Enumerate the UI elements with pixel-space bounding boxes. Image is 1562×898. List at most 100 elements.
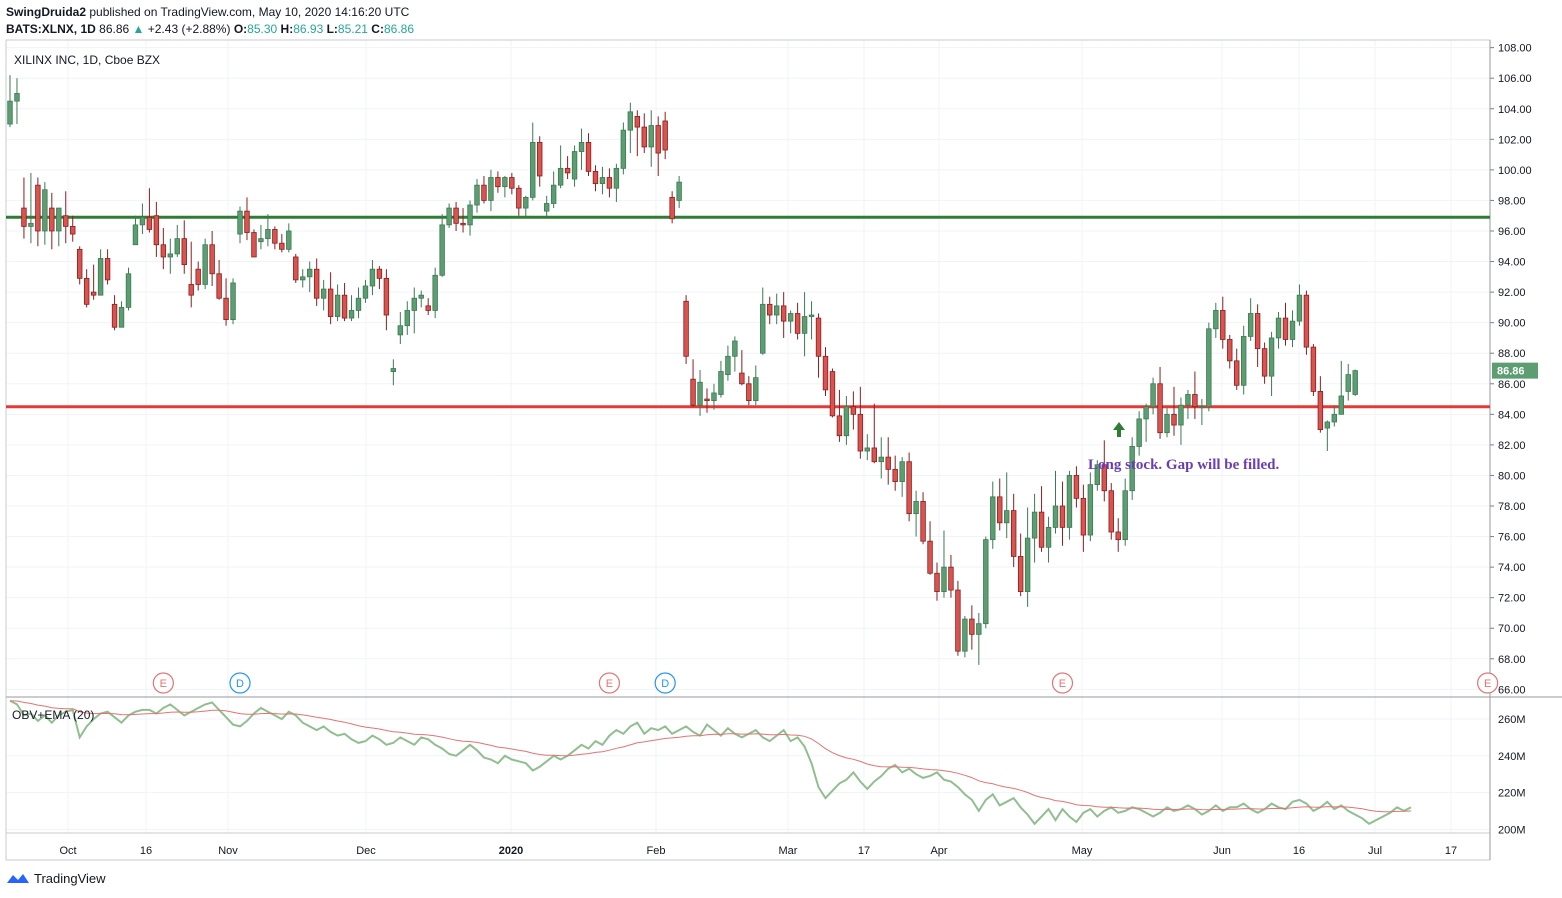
- candle-body: [990, 496, 996, 541]
- candle-body: [794, 313, 801, 334]
- x-tick-label: Nov: [218, 845, 238, 857]
- candle-body: [334, 294, 341, 317]
- candle-body: [913, 501, 919, 515]
- candle-body: [822, 355, 829, 391]
- candle-body: [530, 141, 536, 198]
- candle-body: [1101, 464, 1107, 492]
- x-tick-label: Mar: [779, 845, 798, 857]
- candle-body: [251, 232, 257, 258]
- candle-body: [1010, 510, 1017, 557]
- candle-body: [467, 204, 473, 226]
- candle-body: [627, 111, 634, 131]
- obv-tick-label: 260M: [1498, 714, 1526, 726]
- candle-body: [453, 207, 459, 224]
- candle-body: [56, 207, 62, 232]
- candle-body: [941, 566, 947, 592]
- candle-body: [181, 238, 187, 266]
- candle-body: [780, 305, 787, 322]
- candle-body: [906, 461, 912, 515]
- candle-body: [1206, 328, 1212, 408]
- candle-body: [209, 244, 215, 275]
- chart-title: XILINX INC, 1D, Cboe BZX: [14, 53, 160, 67]
- candle-body: [202, 244, 208, 285]
- candle-body: [272, 229, 278, 244]
- candle-body: [606, 177, 613, 189]
- y-tick-label: 104.00: [1498, 104, 1532, 116]
- last-price-tag-label: 86.86: [1497, 366, 1525, 378]
- candle-body: [669, 196, 675, 220]
- candle-body: [327, 288, 334, 317]
- candle-body: [425, 305, 431, 311]
- candle-body: [1317, 391, 1324, 431]
- candle-body: [885, 456, 891, 470]
- candle-body: [174, 238, 180, 255]
- candle-body: [1240, 336, 1247, 386]
- candle-body: [1289, 320, 1296, 340]
- candle-body: [1038, 511, 1045, 548]
- candle-body: [97, 258, 104, 296]
- plot-frame: [5, 39, 1491, 861]
- candle-body: [495, 177, 501, 188]
- candle-body: [502, 177, 508, 188]
- candle-body: [1157, 383, 1163, 434]
- candle-body: [1213, 310, 1219, 330]
- ema-line: [9, 700, 1412, 813]
- candle-body: [592, 170, 599, 185]
- x-tick-label: 16: [1293, 845, 1305, 857]
- candle-body: [265, 229, 271, 240]
- candle-body: [634, 115, 640, 128]
- candle-body: [411, 297, 417, 311]
- symbol-bar: BATS:XLNX, 1D 86.86 ▲ +2.43 (+2.88%) O:8…: [6, 22, 414, 36]
- candle-body: [418, 294, 424, 299]
- event-label: E: [1484, 678, 1491, 690]
- candle-body: [815, 317, 822, 357]
- candle-body: [1143, 406, 1149, 420]
- candle-body: [711, 392, 717, 401]
- candle-body: [258, 238, 264, 243]
- y-tick-label: 82.00: [1498, 440, 1526, 452]
- candle-body: [746, 383, 752, 401]
- candle-body: [77, 248, 83, 279]
- obv-title: OBV+EMA (20): [12, 708, 94, 722]
- candle-body: [857, 413, 864, 452]
- obv-tick-label: 220M: [1498, 788, 1526, 800]
- event-label: D: [236, 678, 244, 690]
- dividend-event-marker: [229, 672, 251, 694]
- candle-body: [564, 167, 571, 174]
- candle-body: [446, 207, 452, 226]
- brand-name: TradingView: [34, 871, 106, 886]
- candle-body: [139, 216, 146, 226]
- candle-body: [1122, 490, 1128, 541]
- candle-body: [934, 572, 940, 592]
- y-tick-label: 68.00: [1498, 654, 1526, 666]
- candle-body: [983, 539, 989, 625]
- candle-body: [537, 141, 543, 177]
- candle-body: [767, 303, 773, 316]
- candle-body: [920, 501, 926, 542]
- candle-body: [697, 381, 703, 406]
- candle-body: [1024, 537, 1031, 592]
- x-tick-label: Jul: [1368, 845, 1382, 857]
- candle-body: [195, 268, 201, 285]
- candle-body: [1171, 413, 1177, 426]
- candle-body: [787, 313, 794, 322]
- earnings-event-marker: [598, 672, 621, 694]
- candle-body: [550, 184, 557, 204]
- earnings-event-marker: [1477, 672, 1499, 694]
- candle-body: [146, 216, 153, 230]
- candle-body: [1150, 383, 1156, 408]
- low-value: 85.21: [337, 22, 368, 36]
- candle-body: [432, 274, 438, 311]
- candle-body: [1282, 317, 1289, 340]
- candle-body: [1296, 294, 1303, 322]
- symbol-label: BATS:XLNX, 1D: [6, 22, 96, 36]
- candle-body: [948, 566, 954, 591]
- obv-tick-label: 240M: [1498, 751, 1526, 763]
- candle-body: [188, 284, 194, 296]
- candle-body: [620, 129, 627, 169]
- candle-body: [850, 406, 857, 415]
- low-label: L:: [326, 22, 338, 36]
- candle-body: [90, 291, 97, 296]
- candle-body: [7, 100, 13, 125]
